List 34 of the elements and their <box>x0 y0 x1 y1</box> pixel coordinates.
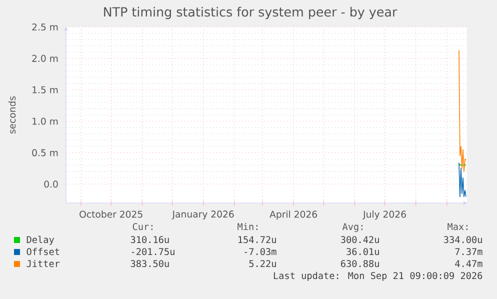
line-series <box>458 162 466 198</box>
text: 36.01u <box>346 248 379 256</box>
x-tick-label: April 2026 <box>270 210 317 220</box>
y-tick-label: 1.5 m <box>32 86 58 94</box>
text: Last update: Mon Sep 21 09:00:09 2026 <box>274 272 482 281</box>
x-tick-label: July 2026 <box>362 210 406 220</box>
x-tick-label: January 2026 <box>172 210 234 220</box>
text: Min: <box>238 222 258 230</box>
text: -201.75u <box>132 248 174 256</box>
chart-title: NTP timing statistics for system peer - by year <box>104 6 398 20</box>
text: Avg: <box>342 223 362 232</box>
text: 7.37m <box>455 248 482 256</box>
text: Cur: <box>132 223 152 230</box>
legend-label: Delay <box>26 236 54 245</box>
text: Max: <box>448 223 468 230</box>
text: 334.00u <box>444 236 482 244</box>
text: -7.03m <box>244 248 276 256</box>
text: 4.47m <box>455 260 482 267</box>
text: 310.16u <box>130 236 169 244</box>
line-series <box>458 50 466 172</box>
text: 5.22u <box>249 260 276 268</box>
y-tick-label: 0.5 m <box>32 149 58 156</box>
text: 383.50u <box>130 260 169 268</box>
y-tick-label: 2.0 m <box>32 54 58 62</box>
legend-label: Jitter <box>26 260 60 268</box>
y-tick-label: 1.0 m <box>32 118 58 125</box>
text: 630.88u <box>341 260 379 268</box>
y-tick-label: 2.5 m <box>32 23 58 31</box>
y-tick-label: 0.0 <box>44 180 58 188</box>
text: 154.72u <box>238 236 276 244</box>
x-tick-label: October 2025 <box>80 210 142 218</box>
text: 300.42u <box>341 236 379 244</box>
legend-label: Offset <box>26 248 60 256</box>
y-axis-title: seconds <box>8 96 16 134</box>
